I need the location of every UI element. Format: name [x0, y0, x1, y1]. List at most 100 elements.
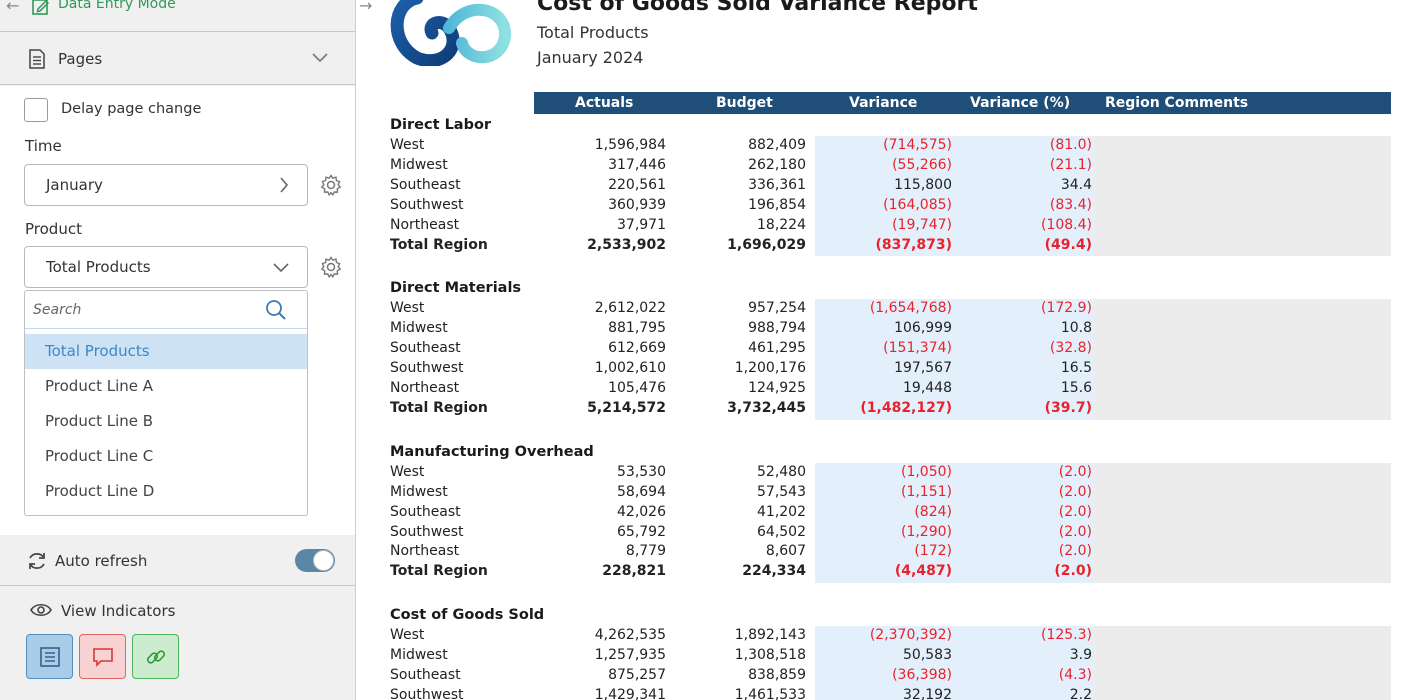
budget-cell[interactable]: 52,480	[757, 463, 806, 480]
actuals-cell[interactable]: 105,476	[608, 380, 666, 396]
variance-cell[interactable]: (172)	[914, 543, 952, 560]
actuals-cell[interactable]: 612,669	[608, 340, 666, 357]
actuals-cell[interactable]: 1,596,984	[594, 137, 666, 153]
variance-cell[interactable]: (36,398)	[892, 667, 952, 683]
variance-cell[interactable]: 19,448	[903, 380, 952, 396]
pct-cell[interactable]: (21.1)	[1049, 156, 1092, 173]
budget-cell[interactable]: 1,461,533	[734, 686, 806, 700]
gear-icon[interactable]	[319, 173, 343, 197]
dropdown-option[interactable]: Product Line B	[45, 412, 154, 430]
variance-cell[interactable]: (2,370,392)	[869, 627, 952, 644]
pct-cell[interactable]: 15.6	[1060, 380, 1092, 396]
actuals-cell[interactable]: 317,446	[608, 156, 666, 173]
pages-header[interactable]: Pages	[0, 33, 355, 85]
budget-cell[interactable]: 882,409	[748, 137, 806, 153]
actuals-cell[interactable]: 1,429,341	[594, 686, 666, 700]
budget-cell[interactable]: 224,334	[742, 563, 806, 580]
actuals-cell[interactable]: 2,533,902	[587, 236, 666, 253]
comment-indicator-button[interactable]	[79, 634, 126, 679]
actuals-cell[interactable]: 53,530	[617, 463, 666, 480]
pct-cell[interactable]: 34.4	[1060, 176, 1092, 193]
search-icon[interactable]	[264, 298, 288, 322]
variance-cell[interactable]: 106,999	[894, 320, 952, 337]
product-select[interactable]: Total Products	[24, 246, 308, 288]
variance-cell[interactable]: (4,487)	[894, 563, 952, 580]
budget-cell[interactable]: 957,254	[748, 300, 806, 317]
pct-cell[interactable]: (2.0)	[1058, 523, 1092, 540]
pct-cell[interactable]: (83.4)	[1049, 196, 1092, 213]
time-select[interactable]: January	[24, 164, 308, 206]
variance-cell[interactable]: 32,192	[903, 686, 952, 700]
pct-cell[interactable]: 10.8	[1060, 320, 1092, 337]
column-header[interactable]: Region Comments	[1105, 95, 1249, 111]
variance-cell[interactable]: (1,482,127)	[860, 399, 952, 416]
budget-cell[interactable]: 3,732,445	[727, 399, 806, 416]
pct-cell[interactable]: (49.4)	[1044, 236, 1092, 253]
variance-cell[interactable]: (55,266)	[892, 156, 952, 173]
dropdown-option[interactable]: Product Line C	[45, 447, 154, 465]
variance-cell[interactable]: (837,873)	[875, 236, 952, 253]
budget-cell[interactable]: 1,308,518	[734, 647, 806, 664]
data-entry-mode-label[interactable]: Data Entry Mode	[58, 0, 176, 12]
budget-cell[interactable]: 18,224	[757, 216, 806, 233]
variance-cell[interactable]: (164,085)	[883, 196, 952, 213]
actuals-cell[interactable]: 1,257,935	[594, 647, 666, 664]
pct-cell[interactable]: (108.4)	[1040, 216, 1092, 233]
column-header[interactable]: Budget	[716, 95, 773, 111]
actuals-cell[interactable]: 881,795	[608, 320, 666, 337]
budget-cell[interactable]: 1,892,143	[734, 627, 806, 644]
dropdown-option[interactable]: Total Products	[25, 334, 307, 369]
budget-cell[interactable]: 1,696,029	[727, 236, 806, 253]
budget-cell[interactable]: 336,361	[748, 176, 806, 193]
budget-cell[interactable]: 64,502	[757, 523, 806, 540]
budget-cell[interactable]: 988,794	[748, 320, 806, 337]
delay-page-change-checkbox[interactable]	[24, 98, 48, 122]
actuals-cell[interactable]: 220,561	[608, 176, 666, 193]
actuals-cell[interactable]: 37,971	[617, 216, 666, 233]
dropdown-option[interactable]: Product Line D	[45, 482, 155, 500]
chevron-down-icon[interactable]	[312, 53, 328, 63]
pct-cell[interactable]: 16.5	[1060, 360, 1092, 377]
column-header[interactable]: Variance (%)	[970, 95, 1071, 111]
variance-cell[interactable]: 115,800	[894, 176, 952, 193]
actuals-cell[interactable]: 1,002,610	[594, 360, 666, 377]
budget-cell[interactable]: 196,854	[748, 196, 806, 213]
actuals-cell[interactable]: 42,026	[617, 503, 666, 520]
link-indicator-button[interactable]	[132, 634, 179, 679]
variance-cell[interactable]: 197,567	[894, 360, 952, 377]
dropdown-option[interactable]: Product Line A	[45, 377, 154, 395]
pct-cell[interactable]: (125.3)	[1040, 627, 1092, 644]
variance-cell[interactable]: (824)	[914, 503, 952, 520]
budget-cell[interactable]: 124,925	[748, 380, 806, 396]
pct-cell[interactable]: (4.3)	[1058, 667, 1092, 683]
back-arrow-icon[interactable]: ←	[6, 0, 20, 15]
pct-cell[interactable]: 3.9	[1069, 647, 1092, 664]
actuals-cell[interactable]: 875,257	[608, 667, 666, 683]
actuals-cell[interactable]: 65,792	[617, 523, 666, 540]
pct-cell[interactable]: (172.9)	[1040, 300, 1092, 317]
budget-cell[interactable]: 461,295	[748, 340, 806, 357]
pct-cell[interactable]: (39.7)	[1044, 399, 1092, 416]
pct-cell[interactable]: 2.2	[1069, 686, 1092, 700]
budget-cell[interactable]: 262,180	[748, 156, 806, 173]
variance-cell[interactable]: (151,374)	[883, 340, 952, 357]
budget-cell[interactable]: 41,202	[757, 503, 806, 520]
actuals-cell[interactable]: 5,214,572	[587, 399, 666, 416]
budget-cell[interactable]: 1,200,176	[734, 360, 806, 377]
auto-refresh-toggle[interactable]	[295, 549, 335, 572]
pct-cell[interactable]: (2.0)	[1058, 503, 1092, 520]
budget-cell[interactable]: 838,859	[748, 667, 806, 683]
actuals-cell[interactable]: 8,779	[625, 543, 666, 560]
pct-cell[interactable]: (2.0)	[1058, 463, 1092, 480]
pct-cell[interactable]: (32.8)	[1049, 340, 1092, 357]
pct-cell[interactable]: (2.0)	[1058, 543, 1092, 560]
column-header[interactable]: Variance	[849, 95, 918, 111]
pct-cell[interactable]: (81.0)	[1049, 137, 1092, 153]
variance-cell[interactable]: (19,747)	[892, 216, 952, 233]
actuals-cell[interactable]: 4,262,535	[594, 627, 666, 644]
pct-cell[interactable]: (2.0)	[1058, 483, 1092, 500]
variance-cell[interactable]: (1,290)	[900, 523, 952, 540]
list-indicator-button[interactable]	[26, 634, 73, 679]
variance-cell[interactable]: 50,583	[903, 647, 952, 664]
actuals-cell[interactable]: 228,821	[602, 563, 666, 580]
